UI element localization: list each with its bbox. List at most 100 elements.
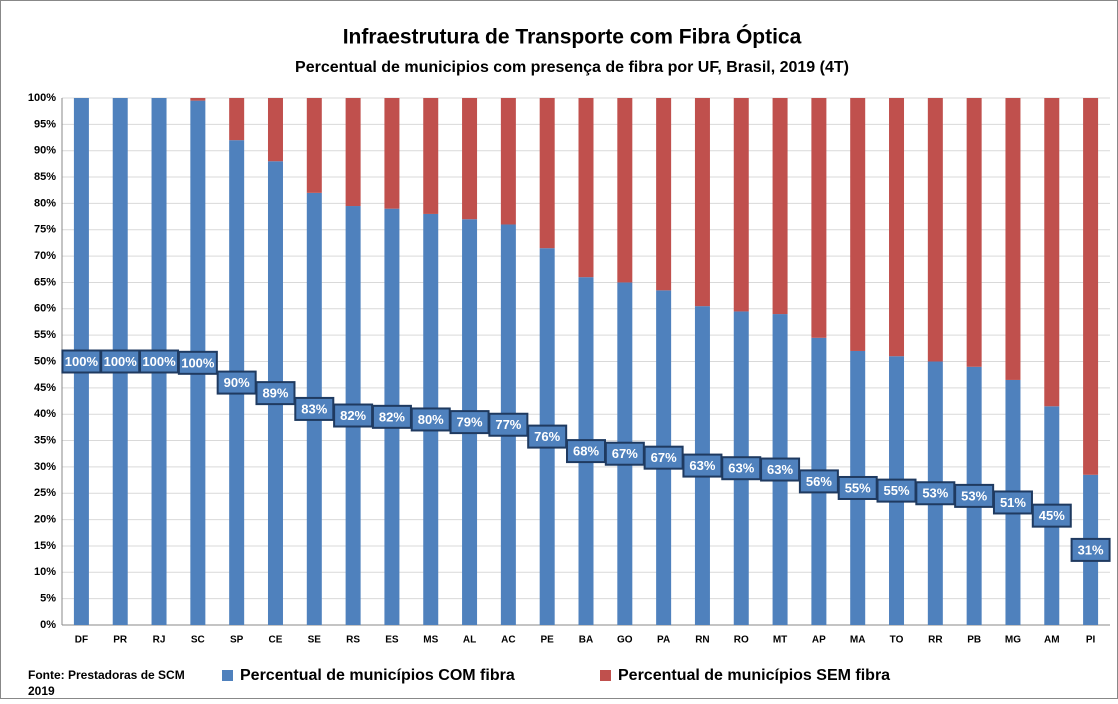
data-label: 51% <box>1000 495 1026 510</box>
bar-segment <box>500 98 516 225</box>
bar-segment <box>384 98 400 209</box>
y-tick-label: 80% <box>34 197 56 209</box>
bar-segment <box>1044 98 1060 407</box>
y-tick-label: 95% <box>34 118 56 130</box>
data-label: 45% <box>1039 508 1065 523</box>
y-tick-label: 15% <box>34 540 56 552</box>
y-tick-label: 60% <box>34 303 56 315</box>
bar-segment <box>1005 98 1021 380</box>
x-tick-label: PR <box>113 635 128 646</box>
x-tick-label: GO <box>617 635 633 646</box>
bar-segment <box>578 98 594 278</box>
data-label: 55% <box>845 480 871 495</box>
y-tick-label: 65% <box>34 276 56 288</box>
bar-segment <box>927 98 943 362</box>
data-label: 82% <box>379 409 405 424</box>
data-label: 83% <box>301 401 327 416</box>
bar-segment <box>267 98 283 162</box>
data-label: 56% <box>806 474 832 489</box>
data-label: 55% <box>884 483 910 498</box>
y-tick-label: 45% <box>34 382 56 394</box>
y-tick-label: 75% <box>34 224 56 236</box>
bar-segment <box>306 98 322 193</box>
source: 2019 <box>28 684 55 698</box>
data-label-box <box>992 490 1033 515</box>
data-label: 100% <box>181 355 215 370</box>
bar-segment <box>190 98 206 101</box>
x-tick-label: TO <box>890 635 904 646</box>
y-tick-label: 5% <box>40 593 56 605</box>
bar-segment <box>229 98 245 141</box>
data-label: 77% <box>495 417 521 432</box>
bar-segment <box>1083 98 1099 475</box>
data-label: 53% <box>922 486 948 501</box>
data-label: 31% <box>1078 542 1104 557</box>
x-tick-label: MA <box>850 635 866 646</box>
x-tick-label: RR <box>928 635 943 646</box>
y-tick-label: 20% <box>34 514 56 526</box>
y-tick-label: 30% <box>34 461 56 473</box>
x-tick-label: PE <box>541 635 555 646</box>
chart-subtitle: Percentual de municipios com presença de… <box>295 59 849 76</box>
x-tick-label: MG <box>1005 635 1021 646</box>
data-label: 89% <box>262 386 288 401</box>
data-label: 100% <box>142 354 176 369</box>
data-label: 100% <box>65 354 99 369</box>
x-tick-label: PI <box>1086 635 1096 646</box>
data-label: 68% <box>573 444 599 459</box>
data-label: 76% <box>534 429 560 444</box>
y-tick-label: 70% <box>34 250 56 262</box>
x-tick-label: PB <box>967 635 981 646</box>
bar-segment <box>617 98 633 283</box>
source: Fonte: Prestadoras de SCM <box>28 668 185 682</box>
data-label-box <box>527 424 568 449</box>
data-label: 67% <box>651 450 677 465</box>
data-label: 79% <box>457 415 483 430</box>
data-label-box <box>1031 503 1072 528</box>
x-tick-label: RO <box>734 635 749 646</box>
bar-segment <box>850 98 866 351</box>
data-label: 63% <box>689 458 715 473</box>
bar-segment <box>462 98 478 220</box>
data-label-box <box>255 381 296 406</box>
x-tick-label: CE <box>269 635 283 646</box>
bar-segment <box>423 98 439 214</box>
legend-label: Percentual de municípios SEM fibra <box>618 667 890 684</box>
x-tick-label: ES <box>385 635 399 646</box>
y-tick-label: 85% <box>34 171 56 183</box>
x-tick-label: BA <box>579 635 593 646</box>
legend-label: Percentual de municípios COM fibra <box>240 667 515 684</box>
data-label-box <box>1070 537 1111 562</box>
y-tick-label: 40% <box>34 408 56 420</box>
chart-title: Infraestrutura de Transporte com Fibra Ó… <box>343 25 802 49</box>
data-label: 90% <box>224 375 250 390</box>
data-label-box <box>177 350 218 375</box>
y-tick-label: 35% <box>34 434 56 446</box>
bar-segment <box>772 98 788 315</box>
x-tick-label: SP <box>230 635 244 646</box>
bar-segment <box>345 98 361 207</box>
bar-segment <box>694 98 710 307</box>
bar-segment <box>889 98 905 357</box>
data-label: 53% <box>961 488 987 503</box>
x-tick-label: AM <box>1044 635 1060 646</box>
y-tick-label: 25% <box>34 487 56 499</box>
x-tick-label: DF <box>75 635 88 646</box>
data-label: 63% <box>728 461 754 476</box>
y-tick-label: 55% <box>34 329 56 341</box>
x-tick-label: SC <box>191 635 205 646</box>
y-tick-label: 10% <box>34 566 56 578</box>
bar-segment <box>539 98 555 249</box>
legend-swatch <box>600 670 611 681</box>
y-tick-label: 90% <box>34 145 56 157</box>
x-tick-label: RS <box>346 635 360 646</box>
data-label: 80% <box>418 412 444 427</box>
legend-swatch <box>222 670 233 681</box>
y-tick-label: 100% <box>28 92 56 104</box>
data-label: 100% <box>104 354 138 369</box>
data-label: 82% <box>340 408 366 423</box>
x-tick-label: AL <box>463 635 476 646</box>
x-tick-label: MS <box>423 635 438 646</box>
x-tick-label: RJ <box>153 635 166 646</box>
